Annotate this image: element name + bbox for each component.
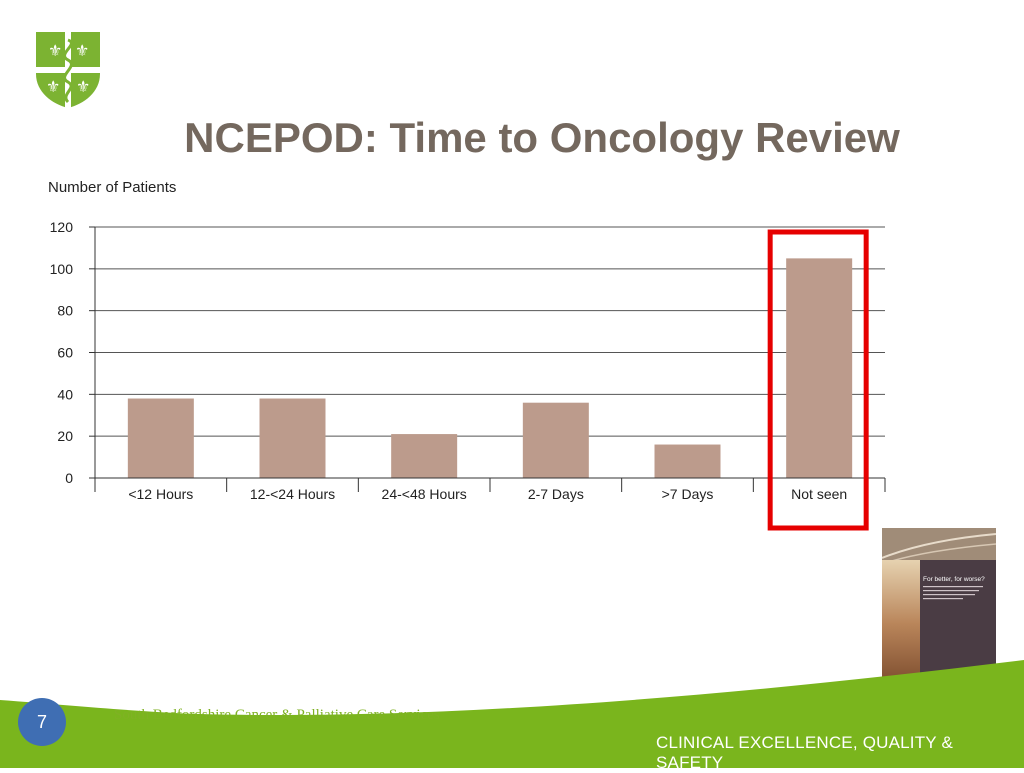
x-tick-label: Not seen xyxy=(791,486,847,502)
bars xyxy=(127,258,853,478)
y-tick-label: 120 xyxy=(50,219,74,235)
y-tick-label: 0 xyxy=(65,470,73,486)
svg-text:⚜: ⚜ xyxy=(75,41,89,60)
x-tick-label: 24-<48 Hours xyxy=(382,486,467,502)
x-tick-label: 12-<24 Hours xyxy=(250,486,335,502)
slide-title: NCEPOD: Time to Oncology Review xyxy=(184,114,900,161)
footer-organisation: South Bedfordshire Cancer & Palliative C… xyxy=(114,707,440,723)
x-tick-label: >7 Days xyxy=(662,486,714,502)
bar xyxy=(522,402,589,478)
grid-lines xyxy=(89,226,885,479)
y-tick-label: 60 xyxy=(57,345,73,361)
x-tick-label: <12 Hours xyxy=(128,486,193,502)
y-axis-label: Number of Patients xyxy=(48,179,176,196)
x-tick-marks xyxy=(94,478,886,492)
bar xyxy=(654,444,721,478)
svg-text:⚜: ⚜ xyxy=(48,41,62,60)
y-tick-label: 80 xyxy=(57,303,73,319)
trust-logo-icon: ⚜ ⚜ ⚜ ⚜ xyxy=(36,32,100,108)
svg-text:⚜: ⚜ xyxy=(76,77,90,96)
x-tick-label: 2-7 Days xyxy=(528,486,584,502)
footer-tagline: CLINICAL EXCELLENCE, QUALITY & SAFETY xyxy=(656,733,953,772)
y-tick-label: 20 xyxy=(57,428,73,444)
not-seen-highlight-box xyxy=(767,229,869,531)
bar-chart: 0 20 40 60 80 100 120 <12 Hours 12-<24 Hours 24-… xyxy=(48,179,886,531)
report-title: For better, for worse? xyxy=(923,576,985,583)
y-tick-label: 100 xyxy=(50,261,74,277)
x-tick-labels: <12 Hours 12-<24 Hours 24-<48 Hours 2-7 Day… xyxy=(128,486,847,502)
footer-wave xyxy=(0,660,1024,768)
bar xyxy=(127,398,194,478)
y-tick-labels: 0 20 40 60 80 100 120 xyxy=(50,219,74,486)
y-tick-label: 40 xyxy=(57,386,73,402)
page-number-badge: 7 xyxy=(18,698,66,746)
bar xyxy=(259,398,326,478)
report-cover-thumbnail: For better, for worse? xyxy=(882,528,996,688)
svg-text:⚜: ⚜ xyxy=(46,77,60,96)
bar xyxy=(786,258,853,478)
bar xyxy=(391,434,458,478)
